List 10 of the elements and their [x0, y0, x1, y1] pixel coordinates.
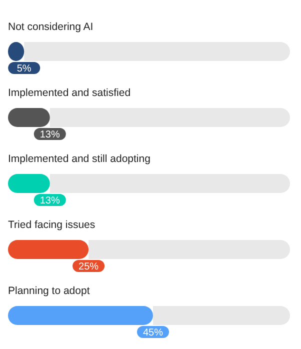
data-label: 5%: [16, 64, 32, 74]
y-tick-label: Implemented and satisfied: [8, 87, 131, 99]
y-tick-label: Not considering AI: [8, 21, 94, 33]
data-label: 45%: [142, 328, 164, 338]
y-tick-label: Tried facing issues: [8, 219, 96, 231]
data-label: 25%: [78, 262, 99, 272]
data-label: 13%: [40, 196, 60, 206]
y-tick-label: Implemented and still adopting: [8, 153, 151, 165]
data-label: 13%: [40, 130, 60, 140]
y-tick-label: Planning to adopt: [8, 285, 90, 297]
